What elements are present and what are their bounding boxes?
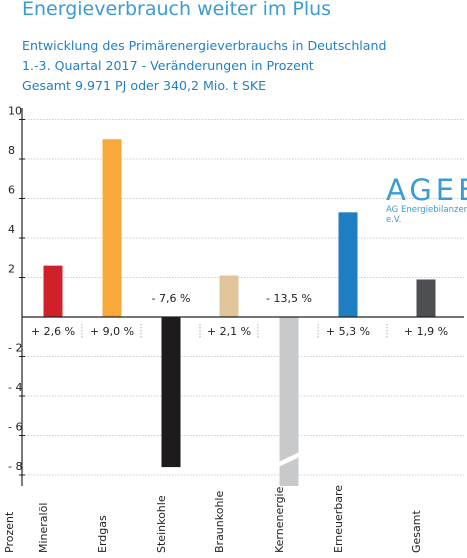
bar [416, 279, 436, 317]
chart-subtitle-1: Entwicklung des Primärenergieverbrauchs … [22, 38, 387, 53]
data-label: + 9,0 % [90, 325, 134, 338]
y-tick-label: 4 [8, 223, 15, 236]
category-label: Kernenergie [273, 486, 286, 553]
y-tick-label: 2 [8, 263, 15, 276]
data-label: + 2,6 % [31, 325, 75, 338]
category-label: Mineralöl [37, 503, 50, 553]
category-label: Erdgas [96, 515, 109, 553]
bar [102, 139, 122, 317]
chart-subtitle-2: 1.-3. Quartal 2017 - Veränderungen in Pr… [22, 58, 314, 73]
category-label: Gesamt [410, 510, 423, 553]
axis-break-mark [278, 452, 300, 467]
data-label: - 13,5 % [266, 292, 312, 305]
data-label: - 7,6 % [152, 292, 191, 305]
data-label: + 2,1 % [207, 325, 251, 338]
logo-subtext: AG Energiebilanzen e.V. [386, 205, 467, 225]
data-label: + 1,9 % [404, 325, 448, 338]
bar [338, 212, 358, 317]
y-tick-label: 8 [8, 144, 15, 157]
ageb-logo: AGEB AG Energiebilanzen e.V. [386, 175, 467, 225]
bar [43, 265, 63, 317]
y-axis-title: Prozent [3, 511, 16, 553]
data-label: + 5,3 % [326, 325, 370, 338]
y-tick-label: 10 [8, 105, 22, 118]
y-tick-label: 6 [8, 184, 15, 197]
category-label: Steinkohle [155, 495, 168, 553]
chart-title: Energieverbrauch weiter im Plus [22, 0, 332, 20]
y-tick-label: - 8 [8, 460, 22, 473]
category-label: Erneuerbare [332, 485, 345, 553]
bar [161, 317, 181, 468]
chart-subtitle-3: Gesamt 9.971 PJ oder 340,2 Mio. t SKE [22, 78, 267, 93]
y-tick-label: - 4 [8, 381, 22, 394]
y-tick-label: - 2 [8, 342, 22, 355]
bar [279, 317, 299, 486]
bar [219, 275, 239, 317]
logo-text: AGEB [386, 173, 467, 207]
y-tick-label: - 6 [8, 421, 22, 434]
category-label: Braunkohle [213, 491, 226, 553]
